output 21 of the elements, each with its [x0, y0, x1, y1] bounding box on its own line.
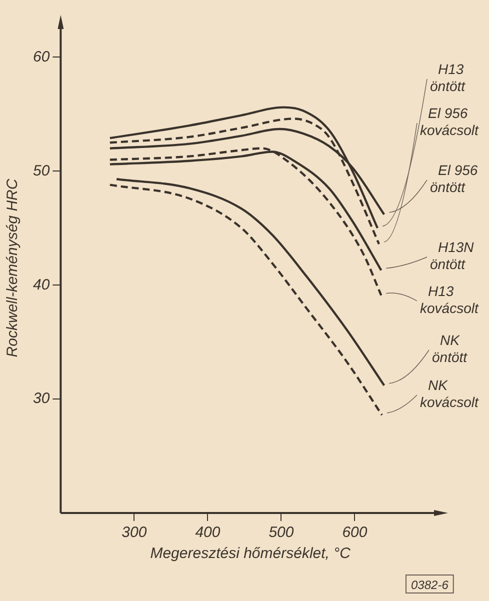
x-axis-title: Megeresztési hőmérséklet, °C: [150, 545, 351, 562]
text: 0382-6: [411, 578, 449, 592]
text: H13 öntött: [430, 61, 466, 94]
text: NK kovácsolt: [420, 377, 480, 410]
line-series: [108, 147, 382, 296]
y-tick-label: 40: [32, 276, 50, 294]
y-tick-label: 50: [32, 162, 50, 180]
text: H13N öntött: [430, 239, 475, 272]
x-tick-label: 500: [268, 524, 294, 542]
line-series: [115, 178, 386, 386]
x-tick-label: 300: [122, 524, 148, 542]
y-axis-title: Rockwell-keménység HRC: [4, 178, 22, 358]
text: El 956 öntött: [430, 162, 478, 195]
text: NK öntött: [432, 332, 468, 365]
y-tick-label: 30: [32, 390, 50, 408]
text: El 956 kovácsolt: [420, 105, 480, 138]
x-tick-label: 600: [342, 524, 368, 542]
y-tick-label: 60: [32, 48, 50, 66]
line-series: [108, 184, 384, 416]
text: H13 kovácsolt: [420, 283, 480, 316]
x-tick-label: 400: [195, 524, 221, 542]
